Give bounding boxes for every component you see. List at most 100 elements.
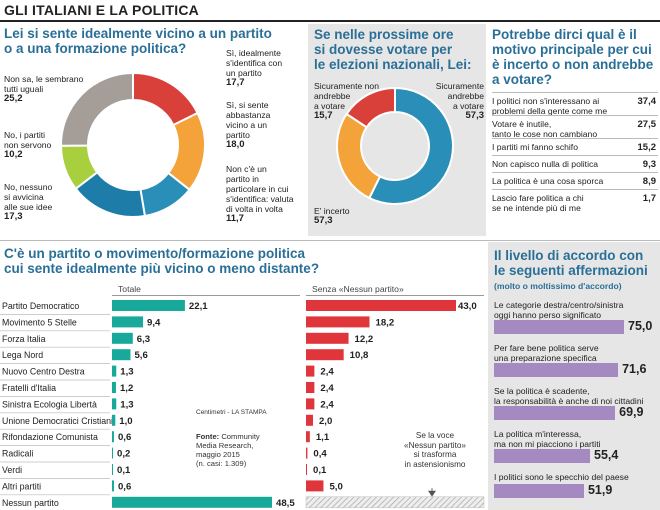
- bar-totale: [112, 496, 272, 508]
- reason-value: 37,4: [637, 96, 657, 107]
- source-text: (n. casi: 1.309): [196, 459, 247, 468]
- note-text: in astensionismo: [404, 459, 466, 469]
- panel2-donut: [336, 86, 454, 205]
- p2-label-text: andrebbe: [447, 91, 484, 101]
- source-block: Fonte: Community Media Research, maggio …: [196, 432, 292, 468]
- party-label: Nuovo Centro Destra: [2, 367, 85, 377]
- p2-label-value: 57,3: [465, 110, 485, 121]
- panel3-title-line3: è incerto o non andrebbe: [492, 57, 654, 72]
- p1-label-value: 10,2: [4, 149, 23, 160]
- party-label: Unione Democratici Cristiani: [2, 416, 113, 426]
- p1-label-text: vicino a un: [226, 120, 268, 130]
- p2-label-text: a votare: [314, 101, 346, 111]
- party-label: Verdi: [2, 465, 22, 475]
- bar-senza-label: 1,1: [316, 432, 330, 443]
- slice-sicuramente: [367, 86, 454, 205]
- bar-totale-label: 1,3: [120, 367, 133, 378]
- party-label: Partito Democratico: [2, 301, 79, 311]
- bar-totale-label: 1,0: [119, 416, 132, 427]
- p1-label-text: partito: [226, 130, 250, 140]
- bar-totale: [112, 332, 133, 344]
- p2-label-text: Sicuramente non: [314, 81, 379, 91]
- panel1-title: Lei si sente idealmente vicino a un part…: [4, 26, 294, 56]
- reason-text: I politici non s'interessano ai problemi …: [492, 96, 608, 116]
- p1-label-nessuno: No, nessuno si avvicina alle sue idee 17…: [4, 182, 84, 222]
- bar-senza: [306, 300, 456, 311]
- bar-totale-label: 5,6: [134, 350, 147, 361]
- slice-nonandrebbe: [345, 86, 396, 129]
- note-text: Se la voce: [415, 431, 455, 440]
- p1-label-abbastanza: Sì, si sente abbastanza vicino a un part…: [226, 100, 306, 150]
- source-label: Fonte:: [196, 432, 220, 441]
- p2-label-text: E' incerto: [314, 206, 350, 216]
- p1-label-value: 18,0: [226, 139, 245, 150]
- p1-label-text: Sì, si sente: [226, 100, 269, 110]
- p1-label-text: Non sa, le sembrano: [4, 74, 84, 84]
- agreement-row: Se la politica è scadente, la responsabil…: [494, 384, 658, 427]
- bar-senza: [306, 464, 307, 475]
- bar-senza: [306, 447, 308, 459]
- panel5-title: Il livello di accordo con le seguenti af…: [494, 248, 658, 278]
- panel5-rows: Le categorie destra/centro/sinistra oggi …: [494, 298, 658, 510]
- p1-label-volta: Non c'è un partito in particolare in cui…: [226, 164, 310, 224]
- p1-label-text: No, nessuno: [4, 182, 53, 192]
- agreement-row: Le categorie destra/centro/sinistra oggi …: [494, 298, 658, 341]
- title-rule: [0, 20, 660, 22]
- reason-text: Votare è inutile, tanto le cose non cambi…: [492, 119, 598, 139]
- p1-label-text: di volta in volta: [226, 204, 283, 214]
- bar-totale: [112, 316, 144, 328]
- agreement-text: Le categorie destra/centro/sinistra oggi …: [494, 300, 624, 320]
- p1-label-text: alle sue idee: [4, 202, 53, 212]
- note-text: si trasforma: [413, 450, 457, 459]
- p1-label-text: Non c'è un: [226, 164, 267, 174]
- bar-totale: [112, 431, 114, 443]
- bar-senza-label: 2,4: [320, 383, 334, 394]
- bar-senza: [306, 316, 370, 328]
- panel3-title: Potrebbe dirci qual è il motivo principa…: [492, 27, 658, 87]
- p1-label-text: particolare in cui: [226, 184, 289, 194]
- panel4-title: C'è un partito o movimento/formazione po…: [4, 246, 484, 276]
- party-bars: Partito Democratico 22,1 43,0 Movimento 5 S…: [0, 300, 485, 509]
- party-label: Nessun partito: [2, 498, 59, 508]
- source-text: Community: [221, 432, 260, 441]
- p1-label-text: abbastanza: [226, 110, 271, 120]
- bar-senza-label: 12,2: [355, 334, 374, 345]
- panel4-title-line2: cui sente idealmente più vicino o meno d…: [4, 261, 320, 276]
- p1-label-nonservono: No, i partiti non servono 10,2: [4, 130, 84, 160]
- note-arrow-head: [428, 490, 436, 497]
- reason-text: I partiti mi fanno schifo: [492, 142, 578, 152]
- p1-label-value: 25,2: [4, 93, 23, 104]
- reason-value: 15,2: [637, 142, 657, 153]
- bar-totale: [112, 300, 185, 311]
- panel2-title-line2: si dovesse votare per: [314, 42, 453, 57]
- bar-totale: [112, 398, 117, 410]
- p2-label-sicuramente: Sicuramente andrebbe a votare 57,3: [420, 81, 484, 121]
- agreement-bar: [494, 449, 591, 463]
- p2-label-text: a votare: [452, 101, 484, 111]
- p1-label-text: si avvicina: [4, 192, 44, 202]
- bar-senza-label: 10,8: [350, 350, 369, 361]
- p1-label-text: non servono: [4, 140, 52, 150]
- panel1-title-line2: o a una formazione politica?: [4, 41, 187, 56]
- p1-label-nonsa: Non sa, le sembrano tutti uguali 25,2: [4, 74, 114, 104]
- reason-value: 9,3: [642, 159, 656, 170]
- col-header-totale-rule: [112, 295, 300, 296]
- page-title: GLI ITALIANI E LA POLITICA: [4, 2, 199, 18]
- section-divider: [0, 240, 660, 241]
- bar-senza-label: 18,2: [375, 317, 394, 328]
- p1-label-value: 11,7: [226, 213, 244, 224]
- note-block: Se la voce «Nessun partito» si trasforma…: [390, 431, 480, 469]
- party-label: Rifondazione Comunista: [2, 432, 98, 442]
- source-text: maggio 2015: [196, 450, 240, 459]
- bar-senza: [306, 382, 315, 393]
- panel3-table: I politici non s'interessano ai problemi …: [492, 92, 658, 232]
- bar-totale-label: 9,4: [147, 317, 161, 328]
- bar-senza: [306, 365, 315, 377]
- agreement-text: I politici sono le specchio del paese: [494, 472, 629, 482]
- bar-totale-label: 48,5: [276, 498, 295, 509]
- party-label: Forza Italia: [2, 334, 46, 344]
- agreement-bar: [494, 320, 624, 334]
- bar-senza: [306, 349, 344, 361]
- p2-label-value: 15,7: [314, 110, 333, 121]
- reason-row: I politici non s'interessano ai problemi …: [492, 92, 658, 116]
